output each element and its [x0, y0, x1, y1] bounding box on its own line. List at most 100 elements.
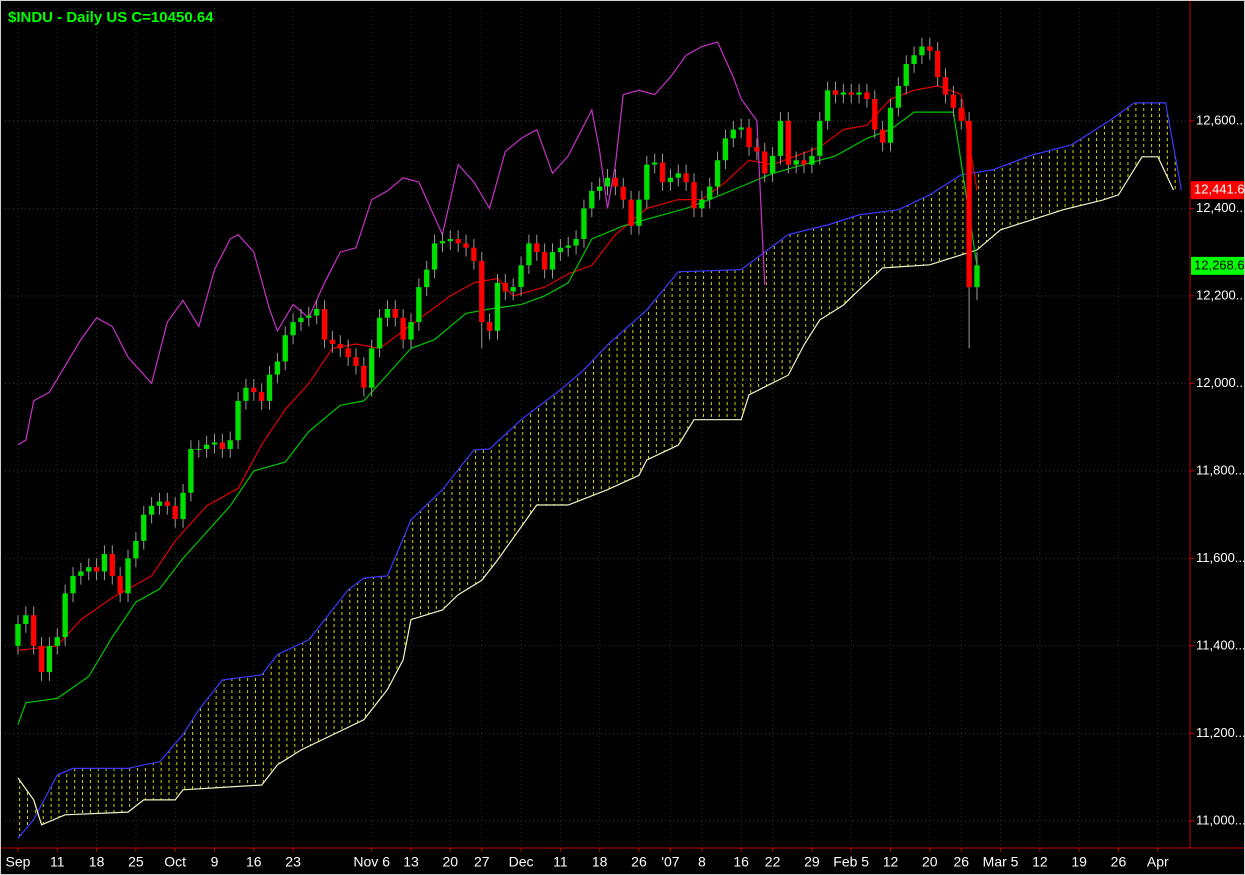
candle-body: [62, 593, 68, 638]
candle-body: [652, 162, 658, 165]
candle-body: [424, 269, 430, 288]
x-tick-label: 13: [403, 854, 419, 870]
candle-body: [966, 120, 972, 288]
candle-body: [840, 92, 847, 95]
indicator-line: [17, 41, 766, 446]
x-tick-label: 23: [285, 854, 301, 870]
candle-body: [636, 199, 642, 226]
candle-body: [832, 90, 839, 95]
candle-body: [612, 177, 619, 187]
candle-body: [785, 120, 791, 165]
candle-body: [958, 107, 964, 121]
candle-body: [864, 92, 870, 99]
candle-body: [801, 160, 807, 165]
candle-body: [714, 160, 721, 187]
candle-body: [314, 309, 320, 316]
candle-body: [148, 505, 155, 515]
candle-body: [133, 540, 139, 559]
cloud-fill: [17, 102, 1182, 839]
candle-body: [180, 492, 186, 519]
candle-body: [856, 92, 862, 95]
candle-body: [243, 387, 249, 401]
candle-body: [431, 243, 438, 270]
candle-body: [777, 120, 784, 156]
x-tick-label: 9: [211, 854, 219, 870]
candle-body: [392, 309, 398, 318]
candle-body: [628, 199, 634, 226]
candle-body: [659, 162, 666, 183]
candle-body: [486, 322, 493, 331]
candle-body: [730, 129, 736, 139]
candle-body: [211, 442, 218, 445]
candle-body: [188, 449, 194, 493]
candle-body: [526, 243, 532, 266]
candle-body: [565, 245, 571, 248]
candle-body: [15, 624, 21, 646]
x-tick-label: 12: [1032, 854, 1048, 870]
candle-body: [321, 309, 328, 340]
x-tick-label: 18: [592, 854, 608, 870]
candle-body: [722, 138, 729, 161]
candle-body: [879, 129, 886, 143]
candle-body: [266, 374, 273, 401]
candle-body: [974, 265, 980, 288]
candle-body: [455, 239, 461, 244]
candle-body: [141, 514, 147, 541]
candle-body: [38, 645, 45, 673]
candle-body: [872, 99, 878, 130]
candle-body: [942, 77, 949, 95]
candle-body: [911, 55, 917, 64]
candle-body: [329, 339, 336, 344]
candle-body: [109, 554, 115, 576]
candle-body: [353, 357, 359, 366]
candle-body: [707, 186, 713, 200]
x-tick-label: 20: [443, 854, 459, 870]
x-tick-label: '07: [661, 854, 679, 870]
x-tick-label: 16: [246, 854, 262, 870]
candle-body: [23, 615, 29, 624]
candle-body: [534, 243, 540, 253]
candle-body: [345, 348, 351, 358]
candle-body: [903, 64, 909, 86]
x-tick-label: 26: [631, 854, 647, 870]
candle-body: [258, 392, 265, 401]
x-tick-label: Nov 6: [353, 854, 390, 870]
chart-title: $INDU - Daily US C=10450.64: [8, 9, 214, 26]
candle-body: [754, 147, 760, 152]
candle-body: [306, 315, 312, 318]
y-tick-label: 12,200...: [1196, 287, 1245, 302]
x-tick-label: Mar 5: [983, 854, 1019, 870]
x-tick-label: Dec: [509, 854, 534, 870]
x-tick-label: Apr: [1147, 854, 1169, 870]
candle-body: [70, 575, 76, 594]
candle-body: [203, 444, 210, 449]
x-tick-label: 16: [733, 854, 749, 870]
candle-body: [117, 575, 123, 594]
x-tick-label: 20: [922, 854, 938, 870]
price-marker-label: 12,268.6: [1194, 257, 1245, 272]
candle-body: [298, 317, 304, 323]
candle-body: [164, 501, 170, 506]
candle-body: [573, 239, 579, 246]
x-tick-label: 19: [1071, 854, 1087, 870]
candle-body: [927, 46, 933, 51]
x-tick-label: 18: [89, 854, 105, 870]
candle-body: [596, 186, 603, 191]
x-tick-label: 25: [128, 854, 144, 870]
candle-body: [934, 50, 941, 78]
candle-body: [156, 501, 163, 506]
y-tick-label: 12,000...: [1196, 375, 1245, 390]
candle-body: [384, 309, 391, 318]
x-tick-label: 11: [50, 854, 65, 870]
candle-body: [762, 151, 768, 174]
candle-body: [950, 94, 957, 108]
candle-body: [463, 243, 469, 248]
candle-body: [78, 571, 84, 576]
candle-body: [895, 85, 902, 108]
candle-body: [196, 449, 202, 450]
candle-body: [502, 282, 509, 292]
candle-body: [439, 241, 446, 244]
plot-area: [15, 37, 1182, 839]
